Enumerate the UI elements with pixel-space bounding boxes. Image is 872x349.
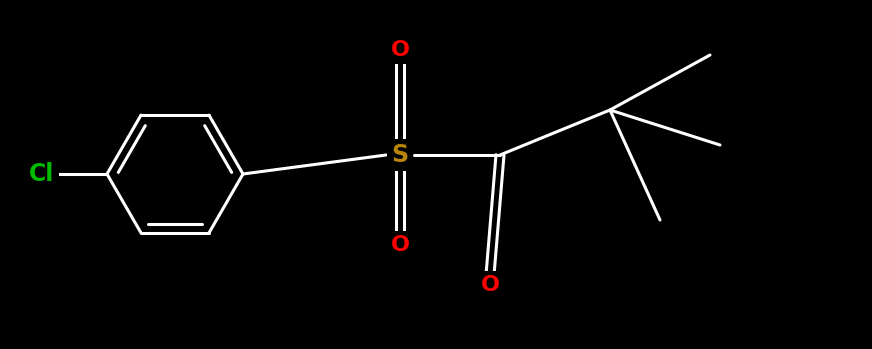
Text: O: O <box>391 40 410 60</box>
Text: O: O <box>480 275 500 295</box>
Text: S: S <box>392 143 409 167</box>
Text: Cl: Cl <box>30 162 55 186</box>
Text: O: O <box>391 235 410 255</box>
